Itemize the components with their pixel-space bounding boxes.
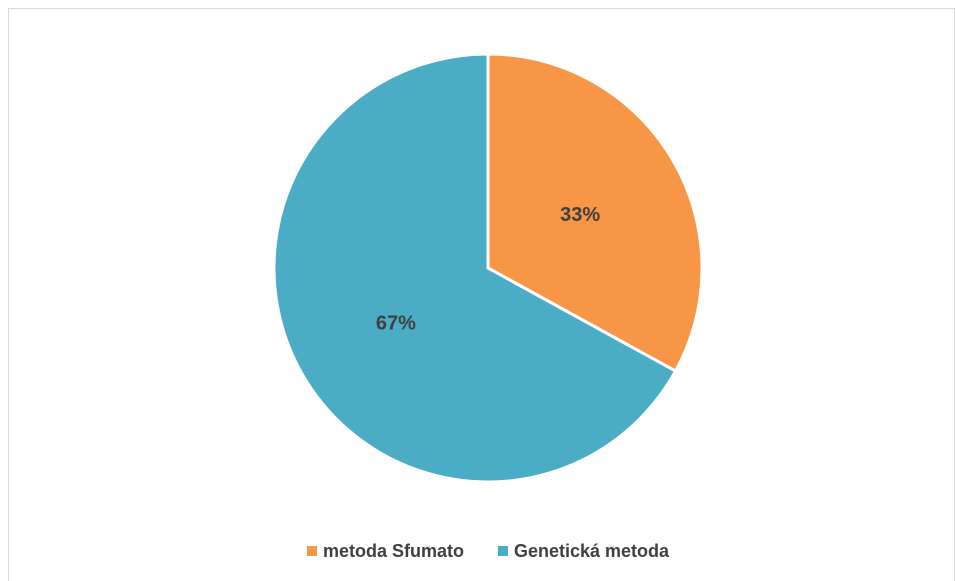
legend-swatch bbox=[497, 546, 508, 556]
data-label: 33% bbox=[560, 204, 600, 226]
pie-slice bbox=[272, 52, 678, 484]
pie-slice bbox=[486, 52, 704, 374]
legend-label: metoda Sfumato bbox=[323, 541, 464, 561]
legend-label: Genetická metoda bbox=[514, 541, 670, 561]
legend-swatch bbox=[306, 546, 317, 556]
data-label: 67% bbox=[376, 313, 416, 335]
